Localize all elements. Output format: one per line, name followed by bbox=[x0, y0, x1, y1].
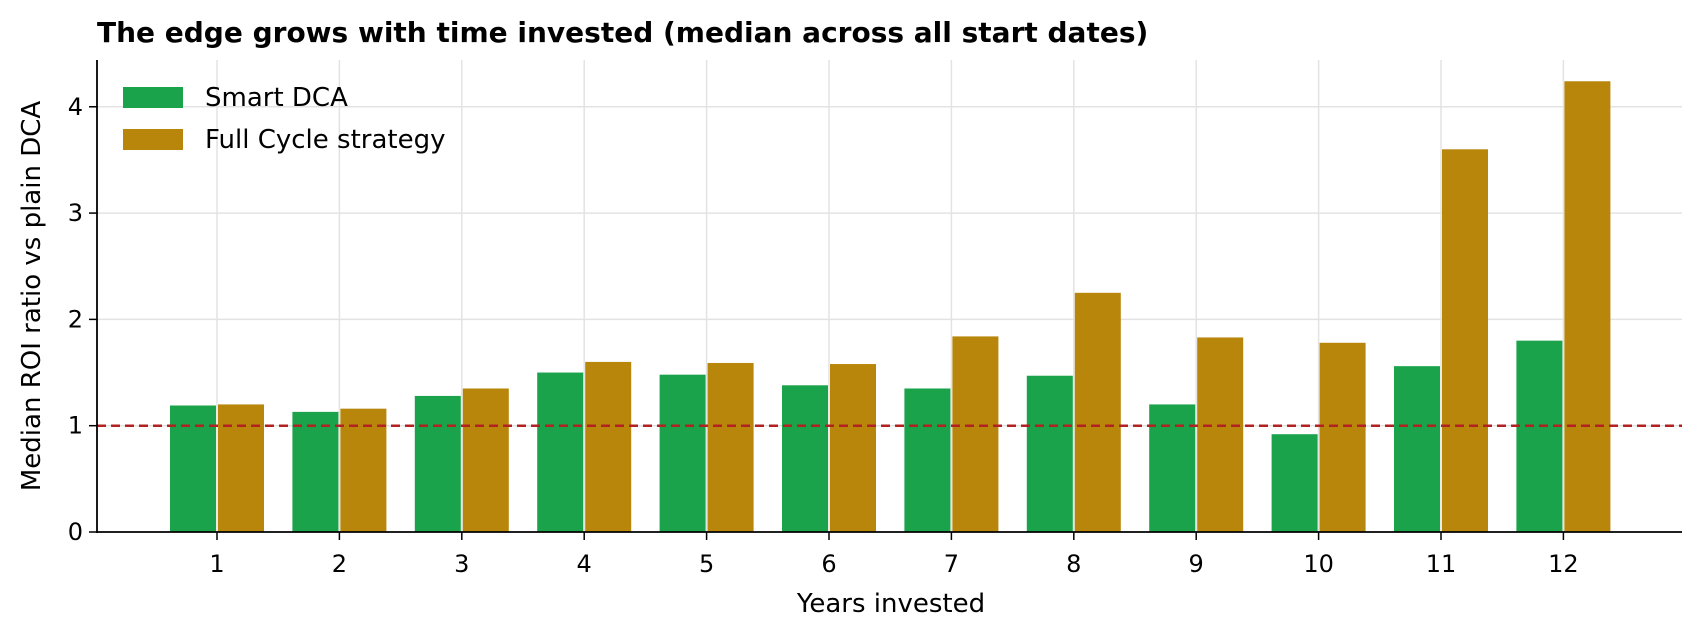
bar-full-cycle-2 bbox=[340, 408, 387, 532]
x-tick-label: 7 bbox=[944, 550, 959, 578]
bar-smart-dca-8 bbox=[1026, 375, 1073, 532]
bar-full-cycle-1 bbox=[218, 404, 264, 532]
bar-smart-dca-12 bbox=[1516, 340, 1563, 532]
bar-smart-dca-7 bbox=[904, 388, 951, 532]
x-tick-label: 8 bbox=[1066, 550, 1081, 578]
y-ticks: 0 1 2 3 4 bbox=[68, 93, 97, 546]
x-tick-label: 12 bbox=[1548, 550, 1579, 578]
x-tick-label: 1 bbox=[209, 550, 224, 578]
bar-full-cycle-7 bbox=[952, 336, 999, 532]
bar-smart-dca-1 bbox=[170, 405, 216, 532]
legend-swatch-full-cycle bbox=[123, 129, 183, 150]
bar-full-cycle-5 bbox=[707, 362, 754, 532]
bar-smart-dca-6 bbox=[782, 385, 828, 532]
x-tick-label: 6 bbox=[821, 550, 836, 578]
x-tick-label: 9 bbox=[1189, 550, 1204, 578]
legend-label-smart-dca: Smart DCA bbox=[205, 83, 348, 113]
x-tick-label: 4 bbox=[577, 550, 592, 578]
y-tick-label: 1 bbox=[68, 412, 83, 440]
legend-swatch-smart-dca bbox=[123, 87, 183, 108]
y-axis-label: Median ROI ratio vs plain DCA bbox=[17, 101, 47, 492]
bar-full-cycle-4 bbox=[585, 361, 632, 532]
y-tick-label: 2 bbox=[68, 305, 83, 333]
x-tick-label: 5 bbox=[699, 550, 714, 578]
bar-full-cycle-11 bbox=[1442, 149, 1488, 532]
x-tick-label: 3 bbox=[454, 550, 469, 578]
bar-full-cycle-8 bbox=[1074, 292, 1121, 532]
y-tick-label: 3 bbox=[68, 199, 83, 227]
bar-smart-dca-9 bbox=[1149, 404, 1196, 532]
x-ticks: 1 2 3 4 5 6 7 8 9 10 11 12 bbox=[209, 532, 1579, 578]
bar-full-cycle-12 bbox=[1564, 81, 1611, 532]
grid-lines bbox=[97, 60, 1682, 532]
bar-smart-dca-2 bbox=[292, 411, 339, 532]
x-tick-label: 10 bbox=[1303, 550, 1334, 578]
x-tick-label: 11 bbox=[1426, 550, 1457, 578]
bars-group bbox=[170, 81, 1611, 532]
y-tick-label: 4 bbox=[68, 93, 83, 121]
bar-full-cycle-3 bbox=[462, 388, 509, 532]
bar-smart-dca-3 bbox=[414, 395, 461, 532]
bar-full-cycle-9 bbox=[1197, 337, 1244, 532]
bar-full-cycle-10 bbox=[1319, 342, 1366, 532]
chart-title: The edge grows with time invested (media… bbox=[97, 16, 1148, 49]
x-axis-label: Years invested bbox=[796, 589, 985, 619]
y-tick-label: 0 bbox=[68, 518, 83, 546]
legend-label-full-cycle: Full Cycle strategy bbox=[205, 125, 446, 155]
bar-full-cycle-6 bbox=[830, 364, 876, 532]
axes bbox=[96, 60, 1682, 533]
legend: Smart DCA Full Cycle strategy bbox=[123, 83, 446, 155]
bar-smart-dca-4 bbox=[537, 372, 584, 532]
x-tick-label: 2 bbox=[332, 550, 347, 578]
bar-smart-dca-11 bbox=[1394, 366, 1440, 532]
bar-smart-dca-10 bbox=[1271, 434, 1318, 532]
bar-smart-dca-5 bbox=[659, 374, 706, 532]
